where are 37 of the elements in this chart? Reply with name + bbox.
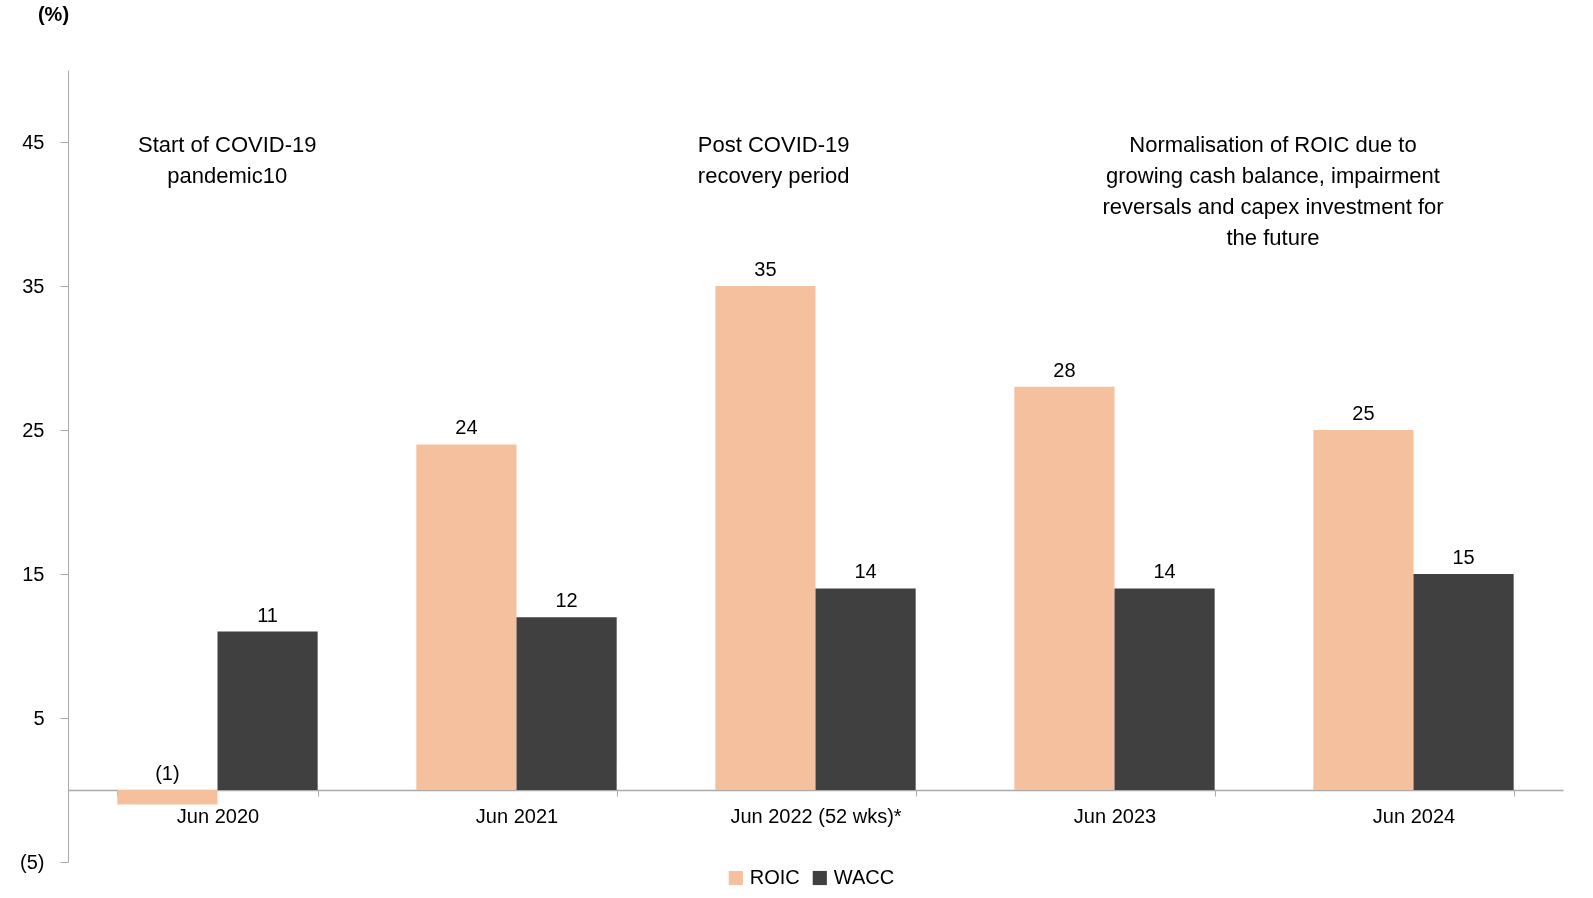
- bar: [117, 790, 218, 805]
- data-label: 14: [854, 560, 877, 583]
- data-label: 35: [754, 258, 777, 280]
- x-tick-label: Jun 2023: [1073, 804, 1157, 827]
- legend-label: ROIC: [749, 866, 800, 888]
- annotation: Start of COVID-19 pandemic10: [137, 132, 317, 188]
- bar: [715, 286, 816, 790]
- annotation: Normalisation of ROIC due to growing cash balance, impairment reversals and capex investment for the future: [1102, 132, 1444, 250]
- bar: [1114, 588, 1215, 790]
- bar: [815, 588, 916, 790]
- annotation: Post COVID-19 recovery period: [697, 132, 850, 188]
- x-tick-label: Jun 2022 (52 wks)*: [730, 804, 902, 827]
- y-tick-label: 25: [22, 418, 45, 441]
- y-tick-label: (5): [20, 850, 45, 873]
- bar: [217, 631, 318, 790]
- data-label: 28: [1053, 358, 1076, 381]
- legend-label: WACC: [833, 866, 895, 888]
- bar: [416, 444, 517, 790]
- data-label: (1): [155, 762, 180, 784]
- data-label: 11: [257, 603, 278, 626]
- data-label: 14: [1153, 560, 1176, 583]
- data-label: 24: [455, 416, 478, 439]
- x-tick-label: Jun 2024: [1372, 804, 1456, 827]
- data-label: 25: [1352, 402, 1375, 424]
- y-tick-label: 5: [33, 706, 45, 729]
- bar: [1014, 386, 1115, 790]
- data-label: 12: [555, 589, 578, 612]
- y-tick-label: 45: [22, 130, 45, 153]
- y-axis-title: (%): [37, 2, 70, 25]
- data-label: 15: [1452, 546, 1475, 568]
- y-tick-label: 15: [22, 562, 45, 585]
- bar: [516, 617, 617, 790]
- x-tick-label: Jun 2020: [176, 804, 260, 827]
- bar: [1413, 574, 1514, 790]
- y-tick-label: 35: [22, 274, 45, 297]
- bar: [1313, 430, 1414, 790]
- x-tick-label: Jun 2021: [475, 804, 559, 827]
